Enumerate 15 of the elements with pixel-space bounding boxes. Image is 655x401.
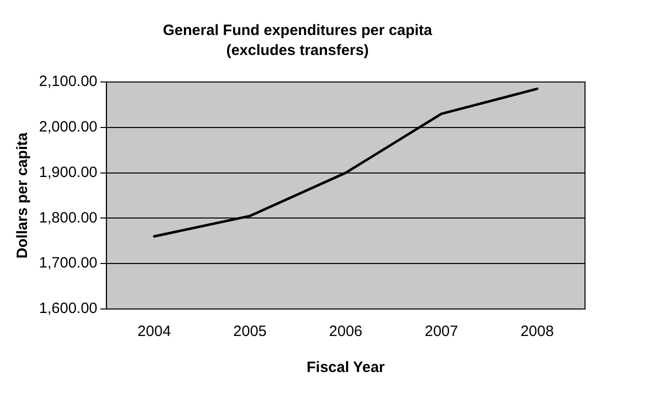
y-tick-label: 1,900.00	[39, 164, 98, 181]
y-tick-label: 1,700.00	[39, 254, 98, 272]
chart-subtitle: (excludes transfers)	[226, 42, 369, 60]
y-tick-label: 1,600.00	[39, 300, 98, 318]
x-tick-label: 2008	[520, 323, 554, 340]
x-tick-label: 2004	[138, 323, 171, 340]
chart-title: General Fund expenditures per capita	[162, 22, 433, 40]
x-tick-label: 2006	[329, 323, 362, 340]
x-tick-label: 2007	[424, 323, 458, 340]
y-axis-title: Dollars per capita	[14, 132, 32, 258]
x-tick-label: 2005	[233, 323, 267, 340]
y-tick-label: 2,100.00	[39, 73, 98, 90]
x-axis-title: Fiscal Year	[306, 359, 385, 376]
y-tick-label: 2,000.00	[39, 118, 98, 136]
y-tick-label: 1,800.00	[39, 209, 98, 226]
